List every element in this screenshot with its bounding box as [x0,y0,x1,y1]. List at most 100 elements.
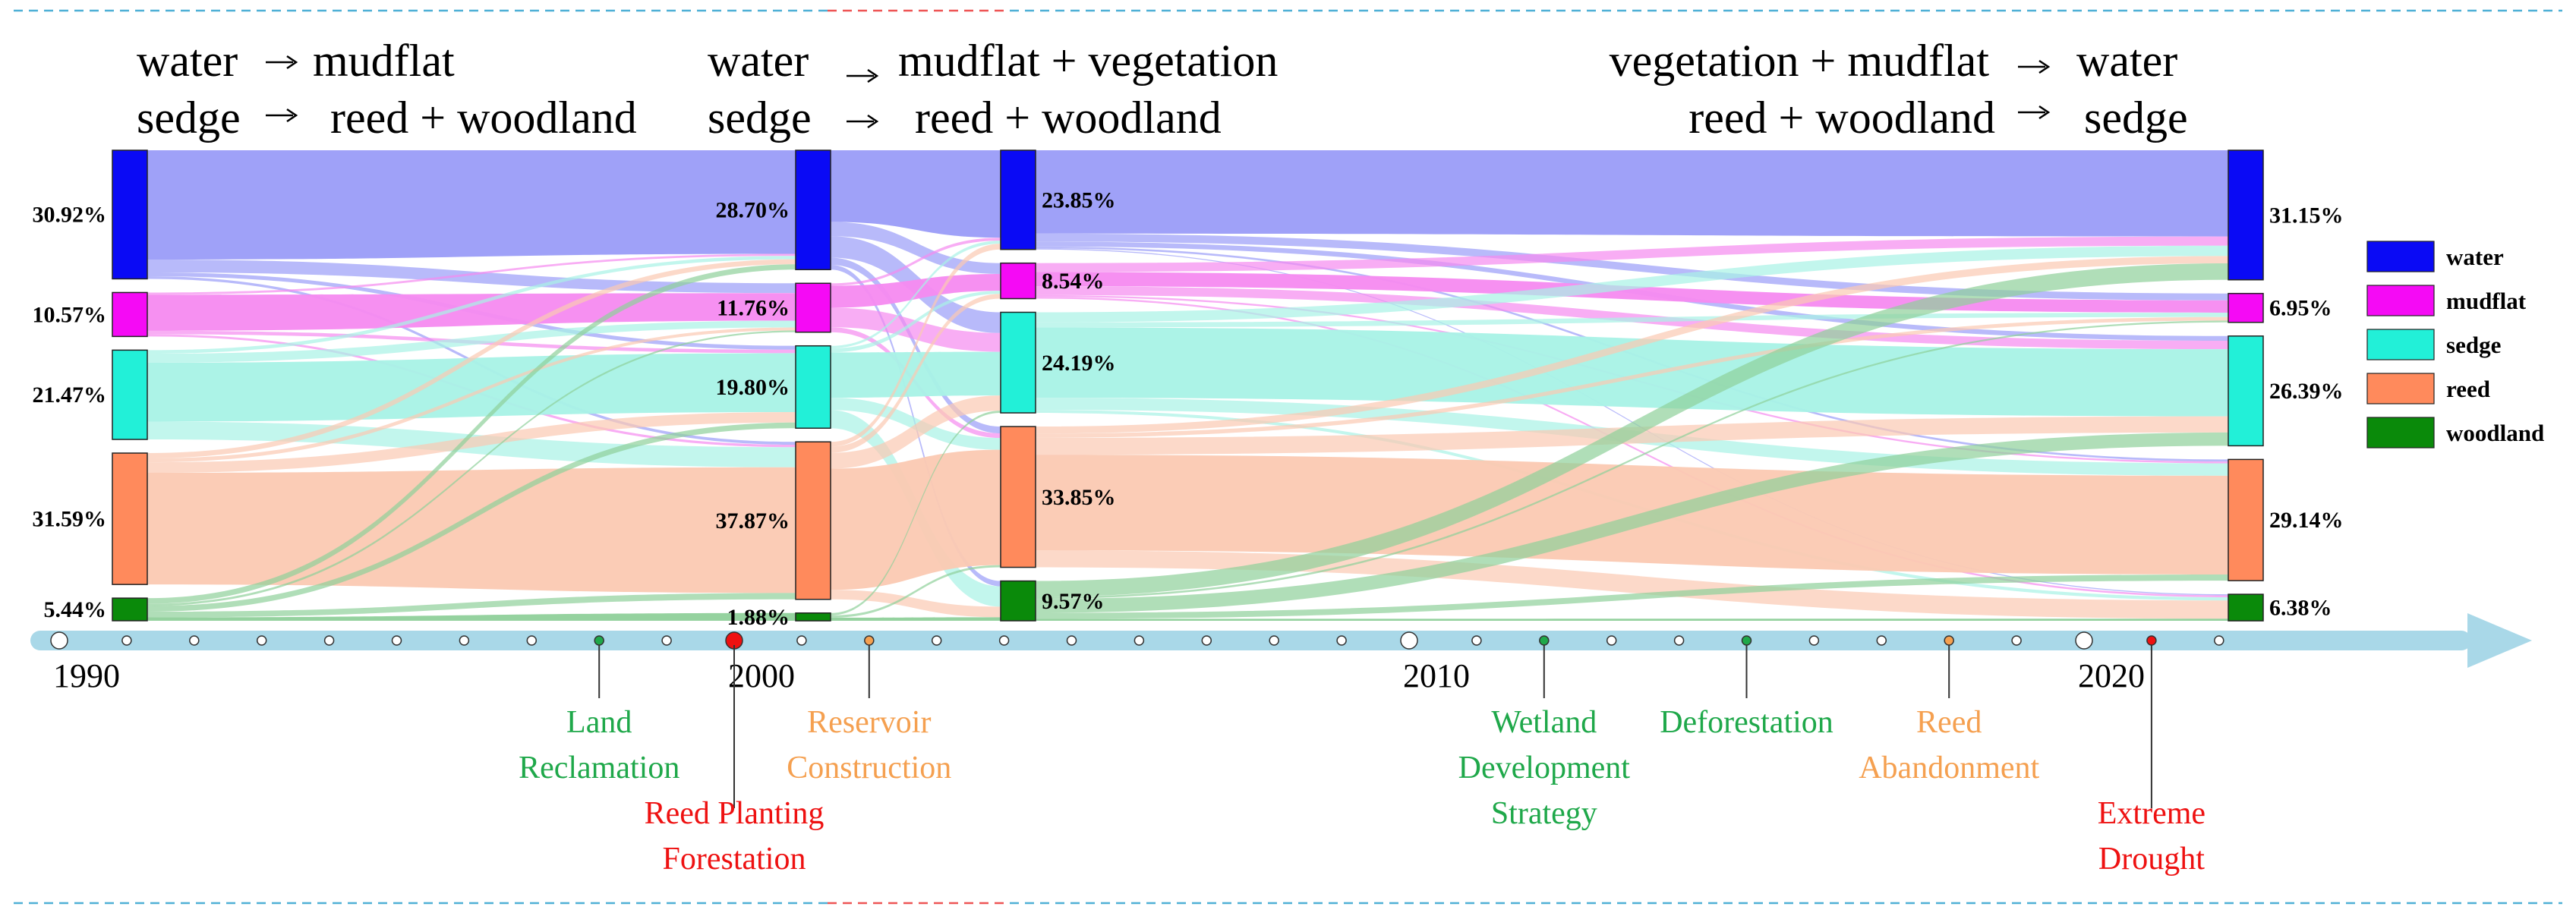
link-1990-reed-to-sedge [147,411,796,473]
link-2000-mudflat-to-mudflat [831,274,1001,308]
timeline-bar [30,631,2471,650]
timeline-dot-2013 [1606,635,1617,646]
header-p3-l2-to: sedge [2084,93,2188,143]
link-2003-mudflat-to-woodland [1036,297,2228,598]
link-2003-reed-to-water [1036,256,2228,434]
header-p1-l2-arrow-icon [266,108,298,123]
label-2022-mudflat: 6.95% [2269,296,2332,321]
link-1990-reed-to-reed [147,467,796,593]
sankey-links [147,150,2228,622]
link-2000-woodland-to-reed [831,565,1001,618]
legend-label-mudflat: mudflat [2446,288,2527,314]
link-2003-reed-to-reed [1036,455,2228,574]
percentage-labels: 30.92% 10.57% 21.47% 31.59% 5.44% 28.70% 11.76… [33,187,2344,630]
label-2003-water: 23.85% [1042,187,1116,212]
header-p1-l2-from: sedge [137,93,241,143]
link-2003-reed-to-mudflat [1036,316,2228,438]
link-2003-woodland-to-reed [1036,574,2228,619]
node-1990-water [112,150,148,280]
period-headers: water mudflat sedge reed + woodland water mud… [137,36,2188,143]
link-1990-sedge-to-sedge [147,353,796,422]
event-label-2012-2: Strategy [1491,796,1597,831]
label-2000-sedge: 19.80% [716,375,790,400]
label-2000-mudflat: 11.76% [717,295,790,320]
legend-label-reed: reed [2446,376,2490,402]
link-2003-water-to-mudflat [1036,233,2228,301]
link-2003-woodland-to-mudflat [1036,320,2228,600]
link-2003-water-to-water [1036,150,2228,237]
year-label-2010: 2010 [1403,657,1470,694]
year-label-2020: 2020 [2078,657,2145,694]
link-2000-reed-to-reed [831,449,1001,590]
header-p2-l1-arrow-icon [847,68,879,83]
label-2022-reed: 29.14% [2269,508,2344,533]
event-label-1998-1: Reclamation [519,751,679,785]
node-2003-sedge [1000,311,1036,414]
timeline-dot-1990 [50,631,68,650]
node-2022-reed [2228,458,2264,581]
event-label-2021-0: Extreme [2098,796,2206,831]
header-p2-l2-from: sedge [708,93,812,143]
timeline-dot-2015 [1741,635,1752,646]
year-label-2000: 2000 [728,657,795,694]
event-label-2018-1: Abandonment [1859,751,2039,785]
link-1990-woodland-to-sedge [147,422,796,612]
link-1990-sedge-to-mudflat [147,320,796,363]
header-p1-l2-arrow-icon-head [286,108,298,123]
link-2003-woodland-to-water [1036,263,2228,597]
timeline-dot-1992 [189,635,200,646]
header-p1-l1-arrow-icon [266,55,298,70]
header-p3-l1-to: water [2076,36,2177,86]
year-label-1990: 1990 [53,657,120,694]
label-2003-woodland: 9.57% [1042,589,1105,614]
node-2022-mudflat [2228,292,2264,323]
timeline-dot-2010 [1400,631,1418,650]
event-label-2012-0: Wetland [1491,705,1597,740]
event-label-2002-0: Reservoir [807,705,931,740]
event-label-2012-1: Development [1458,751,1631,785]
link-2003-woodland-to-sedge [1036,432,2228,613]
header-p2-l1-to: mudflat + vegetation [898,36,1278,86]
timeline-dot-2002 [864,635,875,646]
header-p3-l2-from: reed + woodland [1688,93,1995,143]
link-1990-mudflat-to-water [147,253,796,295]
label-2022-woodland: 6.38% [2269,596,2332,621]
node-2003-mudflat [1000,262,1036,300]
timeline-dot-2003 [931,635,942,646]
legend-swatch-mudflat [2366,285,2435,316]
border-dashes [14,9,2562,905]
label-1990-water: 30.92% [33,203,107,228]
node-2000-reed [795,441,831,600]
timeline-dot-1991 [121,635,132,646]
header-p2-l1-arrow-icon-head [867,68,879,83]
node-1990-sedge [112,349,148,440]
node-1990-mudflat [112,291,148,338]
node-2000-mudflat [795,282,831,333]
link-1990-reed-to-water [147,259,796,458]
event-label-2000-1: Forestation [663,842,806,877]
link-2000-reed-to-woodland [831,590,1001,618]
timeline-dot-1997 [526,635,538,646]
link-1990-woodland-to-reed [147,593,796,618]
link-2000-reed-to-water [831,244,1001,447]
node-2022-woodland [2228,593,2264,622]
link-1990-reed-to-mudflat [147,327,796,463]
link-2003-water-to-woodland [1036,248,2228,596]
sankey-nodes [112,150,2264,622]
header-p2-l2-to: reed + woodland [915,93,1222,143]
link-2000-reed-to-mudflat [831,294,1001,453]
timeline-dot-2021 [2146,635,2157,646]
header-p3-l1-arrow-icon-head [2038,59,2051,74]
link-2003-sedge-to-sedge [1036,327,2228,417]
timeline-dot-2001 [796,635,807,646]
label-1990-woodland: 5.44% [44,597,107,622]
timeline-dot-2012 [1539,635,1550,646]
link-2000-woodland-to-sedge [831,411,1001,615]
header-p3-l2-arrow-icon-head [2038,105,2051,120]
legend: water mudflat sedge reed woodland [2366,241,2544,449]
timeline-dot-2020 [2075,631,2093,650]
timeline-dot-2008 [1269,635,1279,646]
timeline-dot-1999 [661,635,672,646]
timeline-dot-2016 [1808,635,1820,646]
timeline-dot-1998 [594,635,604,646]
